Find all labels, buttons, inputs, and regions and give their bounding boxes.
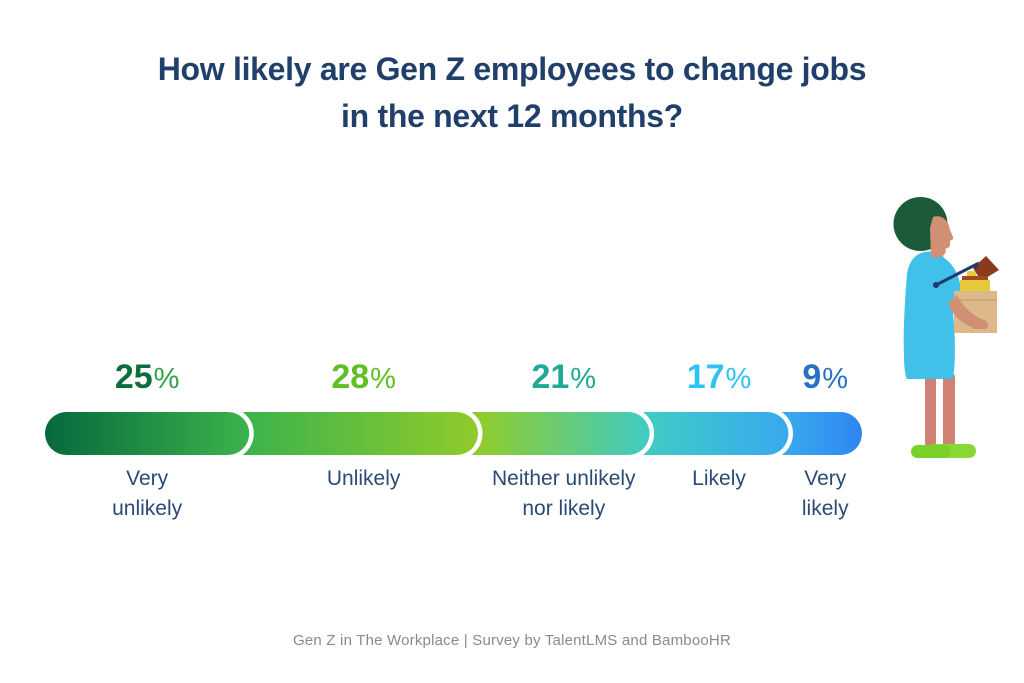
lamp-joint <box>933 282 939 288</box>
segment-value-unit: % <box>725 363 752 395</box>
segment-value: 28% <box>331 356 396 400</box>
chart-title-line1: How likely are Gen Z employees to change… <box>157 51 867 87</box>
segment-value-unit: % <box>153 363 180 395</box>
segment-value-number: 25 <box>114 358 153 396</box>
source-caption: Gen Z in The Workplace | Survey by Talen… <box>292 632 731 649</box>
bar-segment <box>45 412 250 455</box>
segment-label-line: nor likely <box>522 497 606 520</box>
leg-back <box>943 372 955 448</box>
shoe-front <box>911 445 951 458</box>
box-fold-line <box>954 299 997 301</box>
folder <box>960 280 990 293</box>
folder-strip <box>962 276 988 282</box>
lamp-arm <box>935 261 980 287</box>
segment-value: 21% <box>531 356 596 400</box>
person-with-box-illustration <box>893 197 999 458</box>
segment-label-line: Very <box>804 467 847 490</box>
lamp-hinge <box>973 263 979 269</box>
segment-label-line: Very <box>126 467 169 490</box>
segment-label-line: Neither unlikely <box>491 467 636 490</box>
segment-value-unit: % <box>822 363 849 395</box>
segment-value-number: 17 <box>686 358 725 396</box>
leg-front <box>925 372 936 448</box>
chart-title-line2: in the next 12 months? <box>341 98 683 134</box>
segment-value-unit: % <box>570 363 597 395</box>
segment-label: Very unlikely <box>112 464 182 524</box>
segment-value-number: 9 <box>802 358 822 396</box>
segment-value: 9% <box>802 356 848 400</box>
segment-value: 25% <box>115 356 180 400</box>
bar-segment <box>452 412 650 455</box>
segment-value-number: 21 <box>531 358 570 396</box>
segment-value-unit: % <box>370 363 396 395</box>
segment-label-line: Unlikely <box>326 467 401 490</box>
chart-title: How likely are Gen Z employees to change… <box>0 46 1024 140</box>
segment-label-line: unlikely <box>112 497 183 520</box>
segment-label: Very likely <box>802 464 849 524</box>
segment-label-line: Likely <box>692 467 746 490</box>
segment-value: 17% <box>687 356 752 400</box>
face <box>930 216 954 258</box>
bar-segment <box>223 412 479 455</box>
lamp-shade <box>973 256 999 281</box>
segment-value-number: 28 <box>331 358 370 396</box>
bar-segment <box>623 412 789 455</box>
segment-label: Neither unlikely nor likely <box>492 464 636 524</box>
fingers <box>971 320 987 329</box>
segment-label: Unlikely <box>327 464 401 494</box>
segment-label-line: likely <box>801 497 849 520</box>
segment-label: Likely <box>692 464 746 494</box>
